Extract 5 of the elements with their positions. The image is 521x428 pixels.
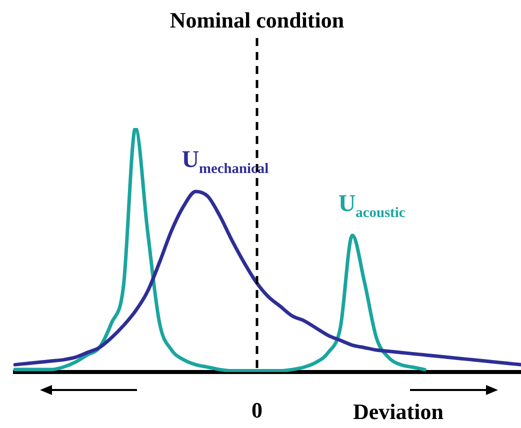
series-label: U$_{acoustic}$	[338, 191, 406, 222]
x-axis-title: Deviation	[353, 399, 444, 425]
series-label: U$_{mechanical}$	[182, 147, 269, 178]
chart-title: Nominal condition	[170, 8, 344, 33]
text: 0	[252, 398, 262, 423]
